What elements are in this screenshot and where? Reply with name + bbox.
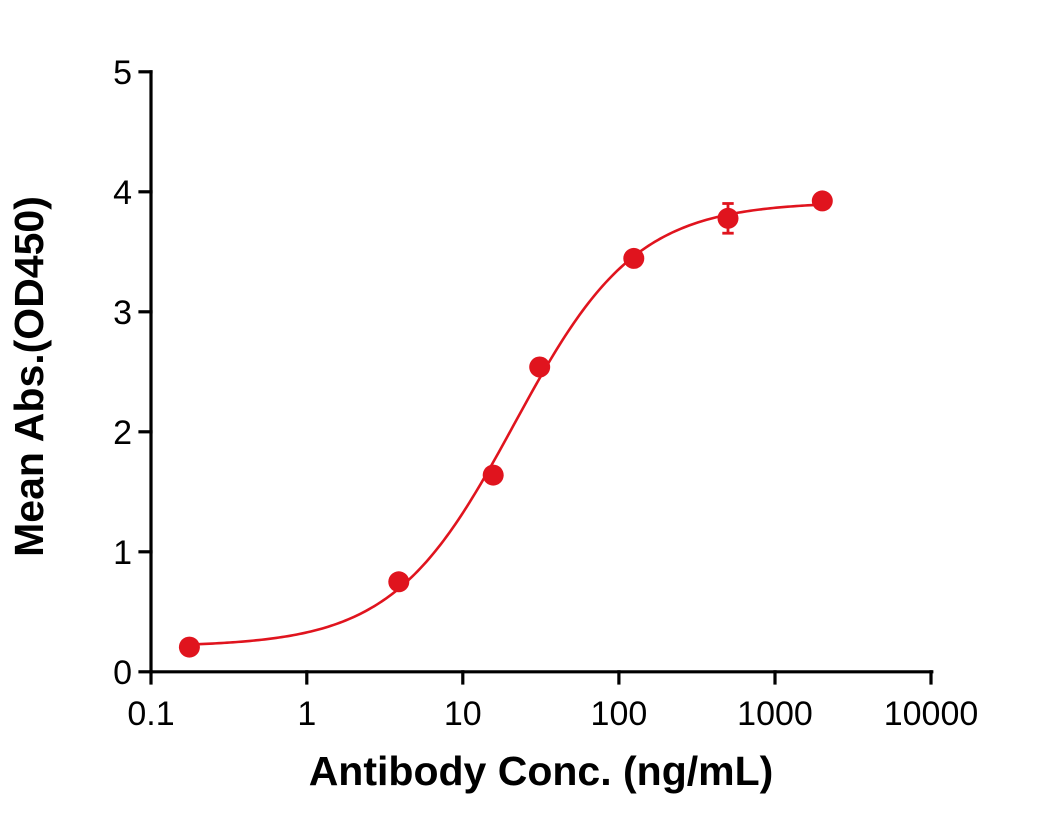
svg-text:4: 4	[113, 174, 132, 212]
svg-text:1: 1	[297, 695, 316, 733]
svg-text:2: 2	[113, 414, 132, 452]
svg-text:1000: 1000	[737, 695, 813, 733]
svg-text:3: 3	[113, 294, 132, 332]
svg-text:5: 5	[113, 54, 132, 92]
svg-text:0.1: 0.1	[127, 695, 174, 733]
svg-text:1: 1	[113, 534, 132, 572]
svg-text:Mean Abs.(OD450): Mean Abs.(OD450)	[6, 196, 52, 557]
svg-text:100: 100	[591, 695, 648, 733]
svg-text:Antibody Conc. (ng/mL): Antibody Conc. (ng/mL)	[309, 748, 774, 794]
svg-text:10000: 10000	[884, 695, 979, 733]
svg-text:0: 0	[113, 654, 132, 692]
svg-text:10: 10	[444, 695, 482, 733]
